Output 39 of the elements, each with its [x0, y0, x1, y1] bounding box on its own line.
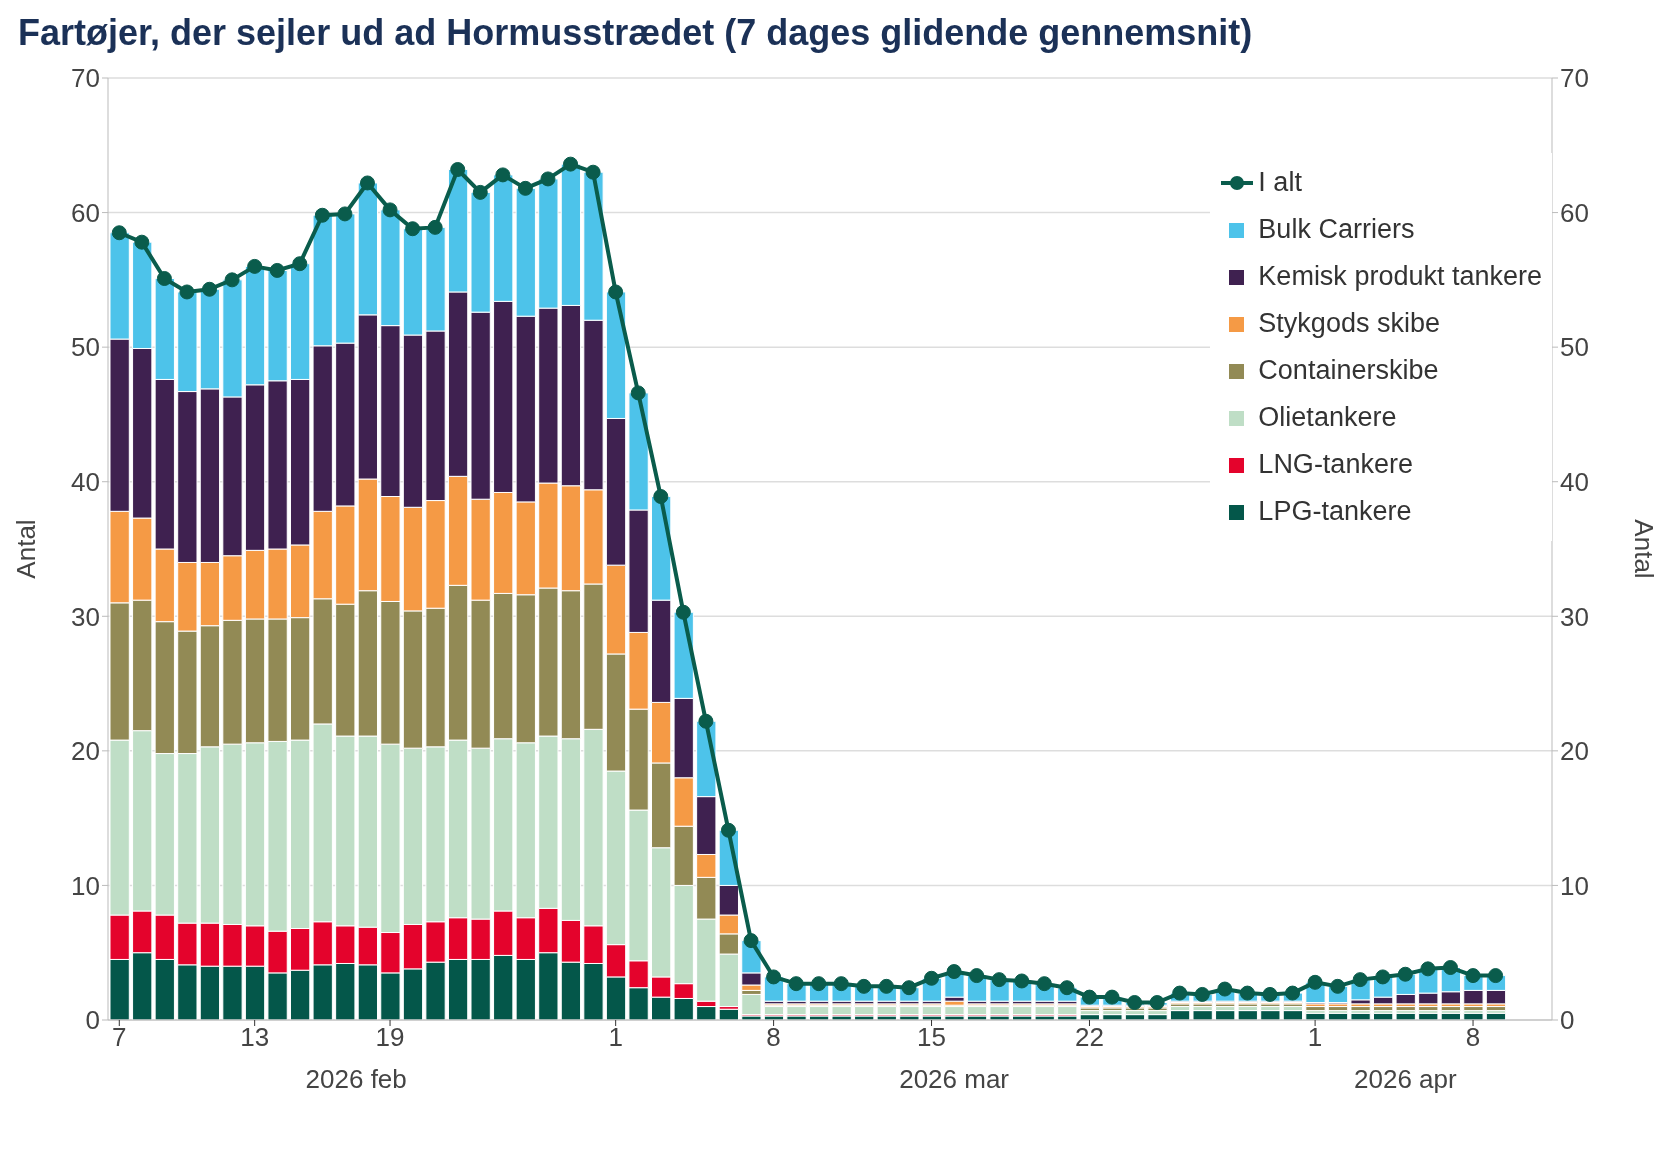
y-tick-label: 20	[71, 736, 100, 767]
legend-label: Containerskibe	[1258, 355, 1439, 386]
text: 2026 mar	[899, 1064, 1010, 1095]
legend-label: Stykgods skibe	[1258, 308, 1440, 339]
x-tick-label: 15	[917, 1022, 946, 1053]
chart-title: Fartøjer, der sejler ud ad Hormusstrædet (7 dages glidende gennemsnit)	[17, 11, 1254, 55]
y2-tick-label: 50	[1560, 332, 1589, 363]
x-tick-label: 1	[1307, 1022, 1323, 1053]
legend-label: Kemisk produkt tankere	[1258, 261, 1542, 292]
y-axis-title: Antal	[11, 519, 42, 579]
y-tick-label: 0	[85, 1005, 100, 1036]
text: 2026 feb	[305, 1064, 407, 1095]
y2-tick-label: 30	[1560, 601, 1589, 632]
y2-tick-label: 40	[1560, 466, 1589, 497]
y-tick-label: 70	[71, 63, 100, 94]
y2-tick-label: 10	[1560, 870, 1589, 901]
y2-tick-label: 20	[1560, 736, 1589, 767]
y2-axis-title: Antal	[1628, 519, 1659, 579]
y2-tick-label: 60	[1560, 197, 1589, 228]
x-tick-label: 8	[1465, 1022, 1481, 1053]
y-tick-label: 60	[71, 197, 100, 228]
x-tick-label: 22	[1075, 1022, 1104, 1053]
y-tick-label: 10	[71, 870, 100, 901]
x-tick-label: 19	[375, 1022, 405, 1053]
x-tick-label: 7	[112, 1022, 127, 1053]
legend-label: LNG-tankere	[1258, 449, 1413, 480]
legend-label: I alt	[1258, 167, 1302, 198]
y-tick-label: 40	[71, 466, 100, 497]
y2-tick-label: 70	[1560, 63, 1589, 94]
x-tick-label: 1	[608, 1022, 623, 1053]
y-tick-label: 50	[71, 332, 100, 363]
text: 2026 apr	[1354, 1064, 1457, 1095]
x-tick-label: 13	[240, 1022, 270, 1053]
x-tick-label: 8	[766, 1022, 781, 1053]
legend-label: LPG-tankere	[1258, 496, 1412, 527]
y-tick-label: 30	[71, 601, 100, 632]
legend-label: Olietankere	[1258, 402, 1397, 433]
legend-label: Bulk Carriers	[1258, 214, 1415, 245]
y2-tick-label: 0	[1560, 1005, 1575, 1036]
